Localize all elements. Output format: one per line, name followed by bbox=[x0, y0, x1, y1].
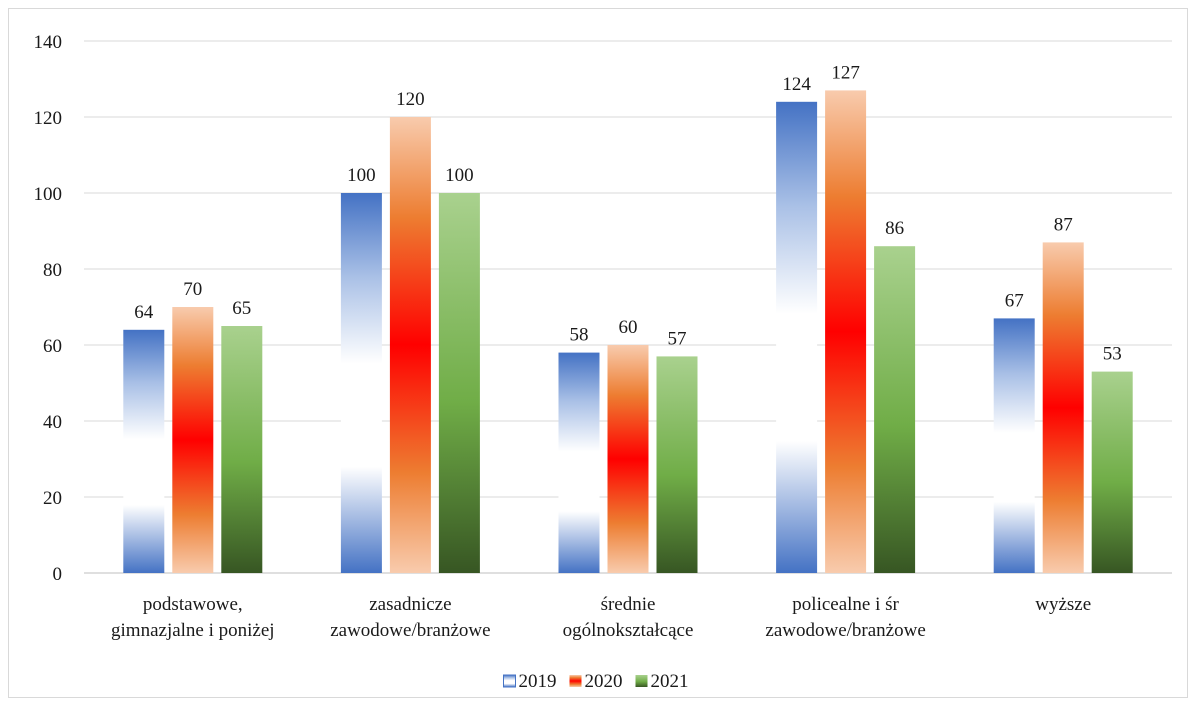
bar-2020-4 bbox=[1042, 242, 1084, 573]
bar-2019-2 bbox=[558, 352, 600, 573]
bars bbox=[123, 90, 1133, 574]
data-label-2019-3: 124 bbox=[782, 74, 811, 95]
bar-2019-1 bbox=[340, 193, 382, 573]
data-label-2020-1: 120 bbox=[396, 89, 425, 110]
data-label-2021-2: 57 bbox=[668, 328, 687, 349]
x-category-label: średnie ogólnokształcące bbox=[563, 594, 694, 641]
data-label-2020-2: 60 bbox=[619, 317, 638, 338]
legend-swatch-2019 bbox=[503, 674, 516, 688]
x-category-label: podstawowe, gimnazjalne i poniżej bbox=[111, 594, 275, 641]
bar-2021-4 bbox=[1091, 371, 1133, 573]
data-label-2019-1: 100 bbox=[347, 165, 376, 186]
bar-2020-3 bbox=[825, 90, 867, 574]
y-axis: 0 20 40 60 80 100 120 140 bbox=[34, 32, 63, 585]
legend-label-2019: 2019 bbox=[519, 671, 557, 692]
data-label-2021-1: 100 bbox=[445, 165, 474, 186]
bar-2019-0 bbox=[123, 329, 165, 573]
legend-swatch-2021 bbox=[635, 675, 648, 687]
legend-label-2021: 2021 bbox=[651, 671, 689, 692]
data-label-2020-0: 70 bbox=[183, 279, 202, 300]
bar-2021-3 bbox=[874, 246, 916, 573]
y-tick-label: 140 bbox=[34, 32, 63, 53]
gridlines bbox=[84, 40, 1172, 574]
data-label-2021-3: 86 bbox=[885, 218, 904, 239]
y-tick-label: 40 bbox=[43, 412, 62, 433]
data-label-2019-4: 67 bbox=[1005, 290, 1024, 311]
bar-2020-2 bbox=[607, 345, 649, 573]
data-label-2019-0: 64 bbox=[134, 302, 154, 323]
bar-2020-0 bbox=[172, 307, 214, 573]
x-category-label: policealne i śr zawodowe/branżowe bbox=[765, 594, 925, 641]
data-label-2019-2: 58 bbox=[570, 325, 589, 346]
legend-swatch-2020 bbox=[569, 675, 582, 687]
bar-2020-1 bbox=[389, 117, 431, 573]
data-labels: 64 70 65 100 120 100 58 60 57 124 127 86 67 87 53 bbox=[134, 62, 1121, 364]
x-category-label: zasadnicze zawodowe/branżowe bbox=[330, 594, 490, 641]
y-tick-label: 0 bbox=[53, 564, 63, 585]
x-category-label: wyższe bbox=[1035, 594, 1091, 615]
bar-2021-2 bbox=[656, 356, 698, 573]
data-label-2020-4: 87 bbox=[1054, 214, 1073, 235]
data-label-2021-4: 53 bbox=[1103, 344, 1122, 365]
legend: 2019 2020 2021 bbox=[503, 671, 689, 692]
y-tick-label: 60 bbox=[43, 336, 62, 357]
bar-2021-1 bbox=[438, 193, 480, 573]
bar-2019-4 bbox=[993, 318, 1035, 573]
y-tick-label: 20 bbox=[43, 488, 62, 509]
data-label-2020-3: 127 bbox=[831, 62, 860, 83]
legend-label-2020: 2020 bbox=[585, 671, 623, 692]
data-label-2021-0: 65 bbox=[232, 298, 251, 319]
y-tick-label: 100 bbox=[34, 184, 63, 205]
y-tick-label: 80 bbox=[43, 260, 62, 281]
x-axis: podstawowe, gimnazjalne i poniżej zasadnic… bbox=[111, 594, 1091, 641]
bar-2021-0 bbox=[221, 326, 263, 573]
y-tick-label: 120 bbox=[34, 108, 63, 129]
bar-2019-3 bbox=[776, 101, 818, 574]
